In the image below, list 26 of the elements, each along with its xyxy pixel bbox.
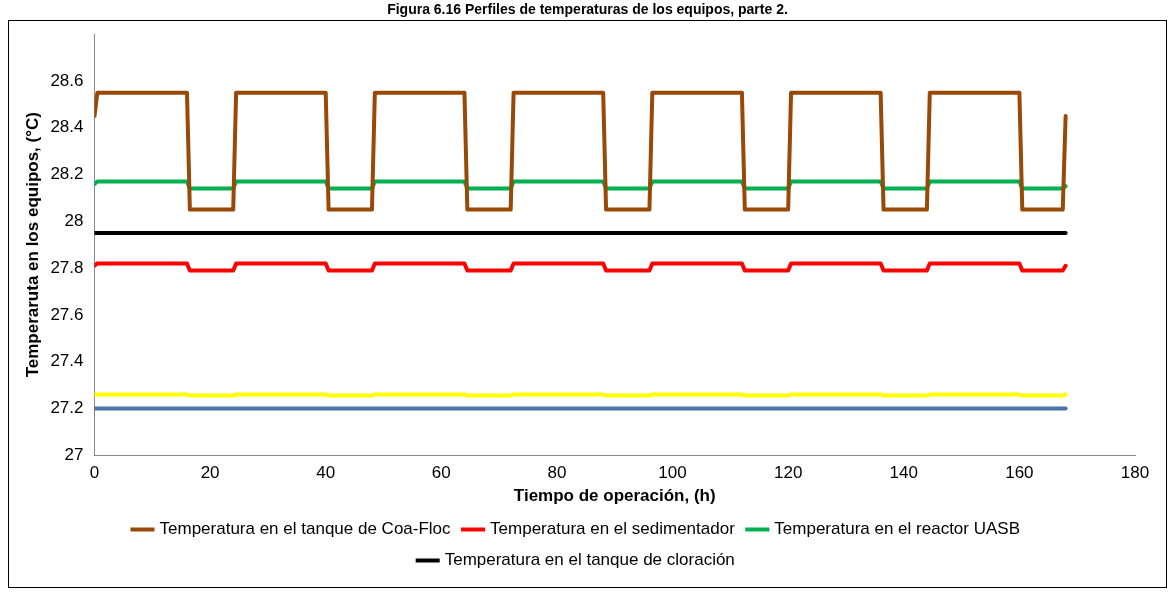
y-axis-title: Temperaruta en los equipos, (°C) xyxy=(22,112,42,378)
x-tick-label: 0 xyxy=(89,463,100,483)
x-tick-label: 120 xyxy=(773,463,803,483)
y-tick-label: 27.2 xyxy=(50,398,84,418)
x-tick-label: 60 xyxy=(431,463,451,483)
x-tick-label: 40 xyxy=(316,463,336,483)
y-tick-label: 27.6 xyxy=(50,304,84,324)
y-tick-label: 28.2 xyxy=(50,164,84,184)
chart-title: Figura 6.16 Perfiles de temperaturas de los equipos, parte 2. xyxy=(386,0,789,18)
x-tick-label: 140 xyxy=(889,463,918,483)
y-tick-label: 27.4 xyxy=(50,351,84,371)
x-tick-label: 160 xyxy=(1005,463,1034,483)
legend-label: Temperatura en el tanque de Coa-Floc xyxy=(159,519,452,539)
y-tick-label: 28.4 xyxy=(50,117,84,137)
legend-label: Temperatura en el sedimentador xyxy=(490,519,736,539)
x-tick-label: 20 xyxy=(200,463,220,483)
x-tick-label: 100 xyxy=(658,463,687,483)
y-tick-label: 27.8 xyxy=(50,257,84,277)
y-tick-label: 28.6 xyxy=(50,70,84,90)
x-tick-label: 80 xyxy=(547,463,567,483)
x-tick-label: 180 xyxy=(1120,463,1150,483)
legend-label: Temperatura en el reactor UASB xyxy=(774,519,1020,539)
legend-label: Temperatura en el tanque de cloración xyxy=(444,550,735,570)
y-tick-label: 28 xyxy=(64,211,84,230)
y-tick-label: 27 xyxy=(64,444,84,464)
x-axis-title: Tiempo de operación, (h) xyxy=(513,486,716,506)
